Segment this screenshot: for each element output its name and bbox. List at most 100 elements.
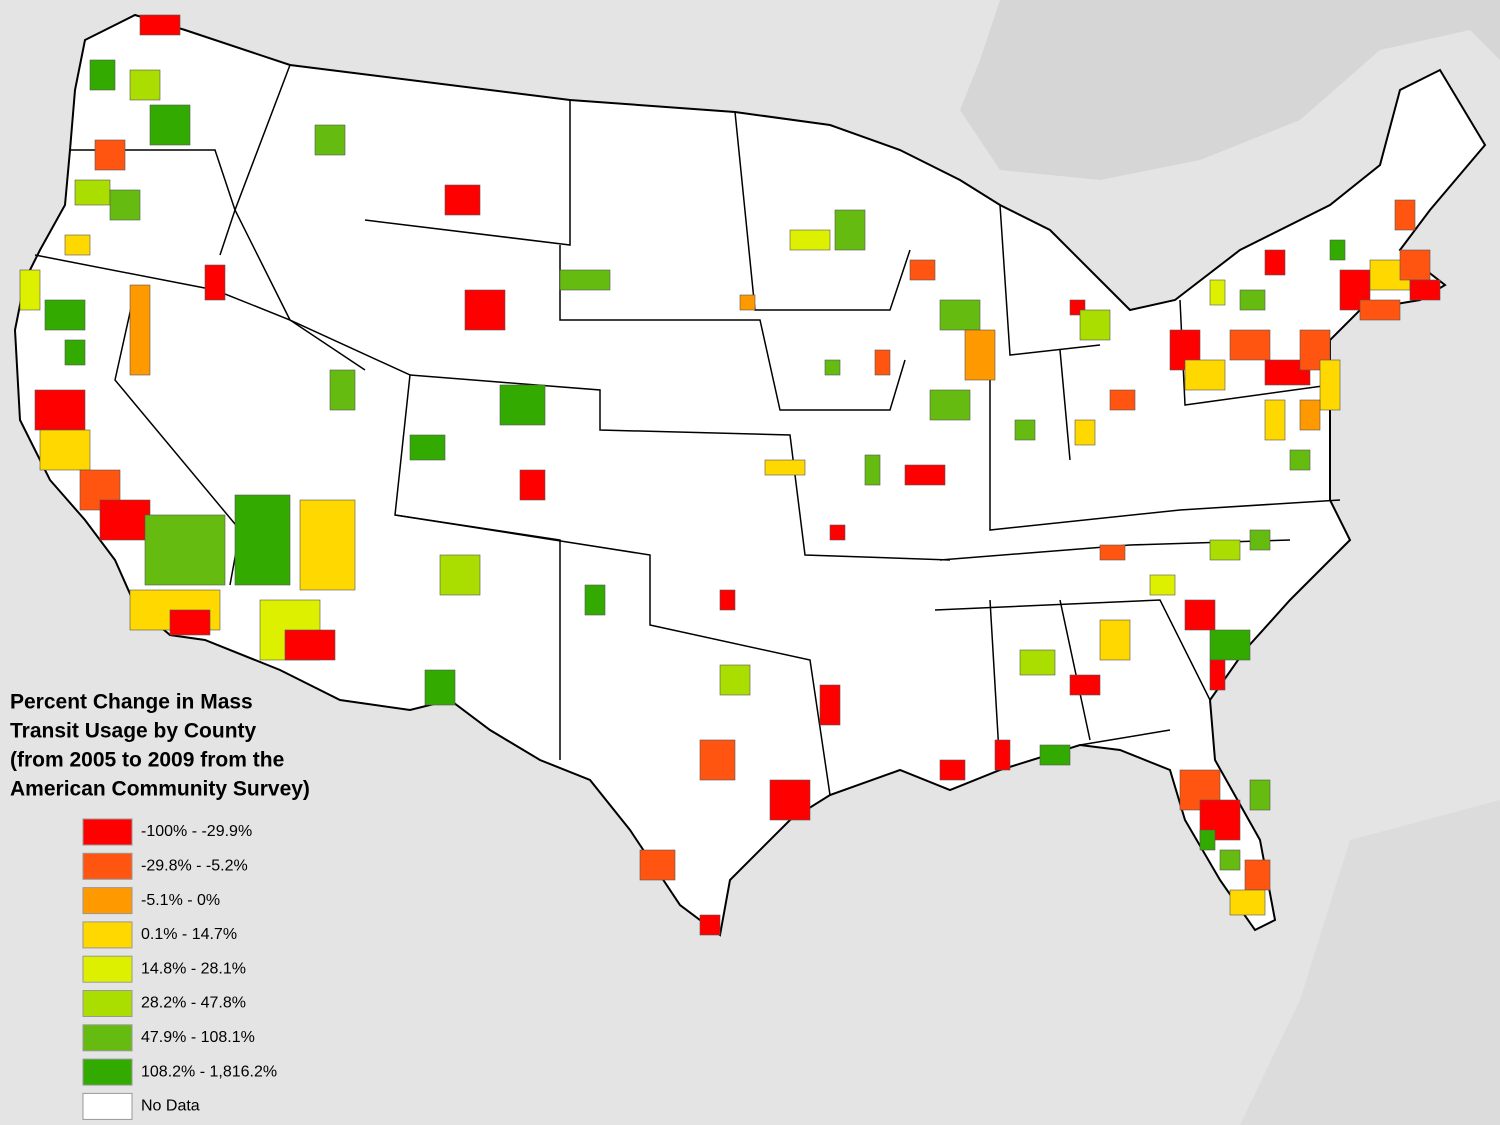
county-patches [19, 14, 1441, 936]
county [169, 609, 211, 636]
county [584, 584, 606, 616]
county [769, 779, 811, 821]
county [824, 359, 841, 376]
legend-label: 14.8% - 28.1% [141, 960, 246, 977]
legend-label: 28.2% - 47.8% [141, 995, 246, 1012]
county [739, 294, 756, 311]
title-line: Transit Usage by County [10, 720, 257, 743]
title-line: Percent Change in Mass [10, 691, 253, 714]
legend-swatch [82, 921, 133, 949]
county [1289, 449, 1311, 471]
county [149, 104, 191, 146]
map-title: Percent Change in Mass Transit Usage by C… [10, 691, 310, 801]
county [314, 124, 346, 156]
county [719, 589, 736, 611]
county [829, 524, 846, 541]
county [74, 179, 111, 206]
county [89, 59, 116, 91]
county [1329, 239, 1346, 261]
legend-label: -100% - -29.9% [141, 823, 252, 840]
ocean-region [1240, 800, 1500, 1125]
border [34, 254, 366, 371]
county [1099, 619, 1131, 661]
county [424, 669, 456, 706]
county [939, 299, 981, 331]
county [1409, 279, 1441, 301]
county [1394, 199, 1416, 231]
county [1229, 889, 1266, 916]
county [204, 264, 226, 301]
county [1109, 389, 1136, 411]
county [834, 209, 866, 251]
legend-label: -29.8% - -5.2% [141, 858, 248, 875]
county [299, 499, 356, 591]
county [1209, 539, 1241, 561]
border [989, 370, 1341, 531]
county [1249, 779, 1271, 811]
county [559, 269, 611, 291]
county [789, 229, 831, 251]
county [1209, 629, 1251, 661]
county [284, 629, 336, 661]
county [929, 389, 971, 421]
border [934, 599, 1211, 701]
county [129, 284, 151, 376]
legend-label: -5.1% - 0% [141, 892, 220, 909]
county [909, 259, 936, 281]
legend-swatch [82, 887, 133, 915]
county [19, 269, 41, 311]
border [409, 374, 951, 561]
county [329, 369, 356, 411]
county [64, 234, 91, 256]
legend-swatch [82, 955, 133, 983]
county [109, 189, 141, 221]
county [904, 464, 946, 486]
county [64, 339, 86, 366]
county [864, 454, 881, 486]
county [699, 914, 721, 936]
canada-region [960, 0, 1500, 180]
border [734, 111, 911, 311]
legend-swatch [82, 990, 133, 1017]
county [719, 664, 751, 696]
county [994, 739, 1011, 771]
county [94, 139, 126, 171]
county [639, 849, 676, 881]
county [409, 434, 446, 461]
county [1079, 309, 1111, 341]
us-outline [13, 13, 1487, 937]
county [1264, 399, 1286, 441]
county [129, 69, 161, 101]
county [1249, 529, 1271, 551]
county [1209, 279, 1226, 306]
legend-label: 108.2% - 1,816.2% [141, 1063, 277, 1080]
legend-label: No Data [141, 1098, 200, 1115]
legend-label: 47.9% - 108.1% [141, 1029, 255, 1046]
county [139, 14, 181, 36]
county [1264, 249, 1286, 276]
county [1319, 359, 1341, 411]
county [519, 469, 546, 501]
legend-swatch [82, 1058, 133, 1086]
county [939, 759, 966, 781]
county [1014, 419, 1036, 441]
county [464, 289, 506, 331]
county [144, 514, 226, 586]
county [1019, 649, 1056, 676]
county [1039, 744, 1071, 766]
county [1069, 674, 1101, 696]
border [999, 204, 1101, 356]
border [70, 149, 236, 256]
county [1244, 859, 1271, 891]
county [1149, 574, 1176, 596]
title-line: American Community Survey) [10, 778, 310, 801]
county [1209, 659, 1226, 691]
county [1399, 249, 1431, 281]
legend-swatch [82, 1024, 133, 1052]
state-borders [34, 64, 1341, 796]
county [1074, 419, 1096, 446]
legend-swatch [82, 852, 133, 880]
legend-swatch [82, 1092, 133, 1120]
county [1184, 359, 1226, 391]
